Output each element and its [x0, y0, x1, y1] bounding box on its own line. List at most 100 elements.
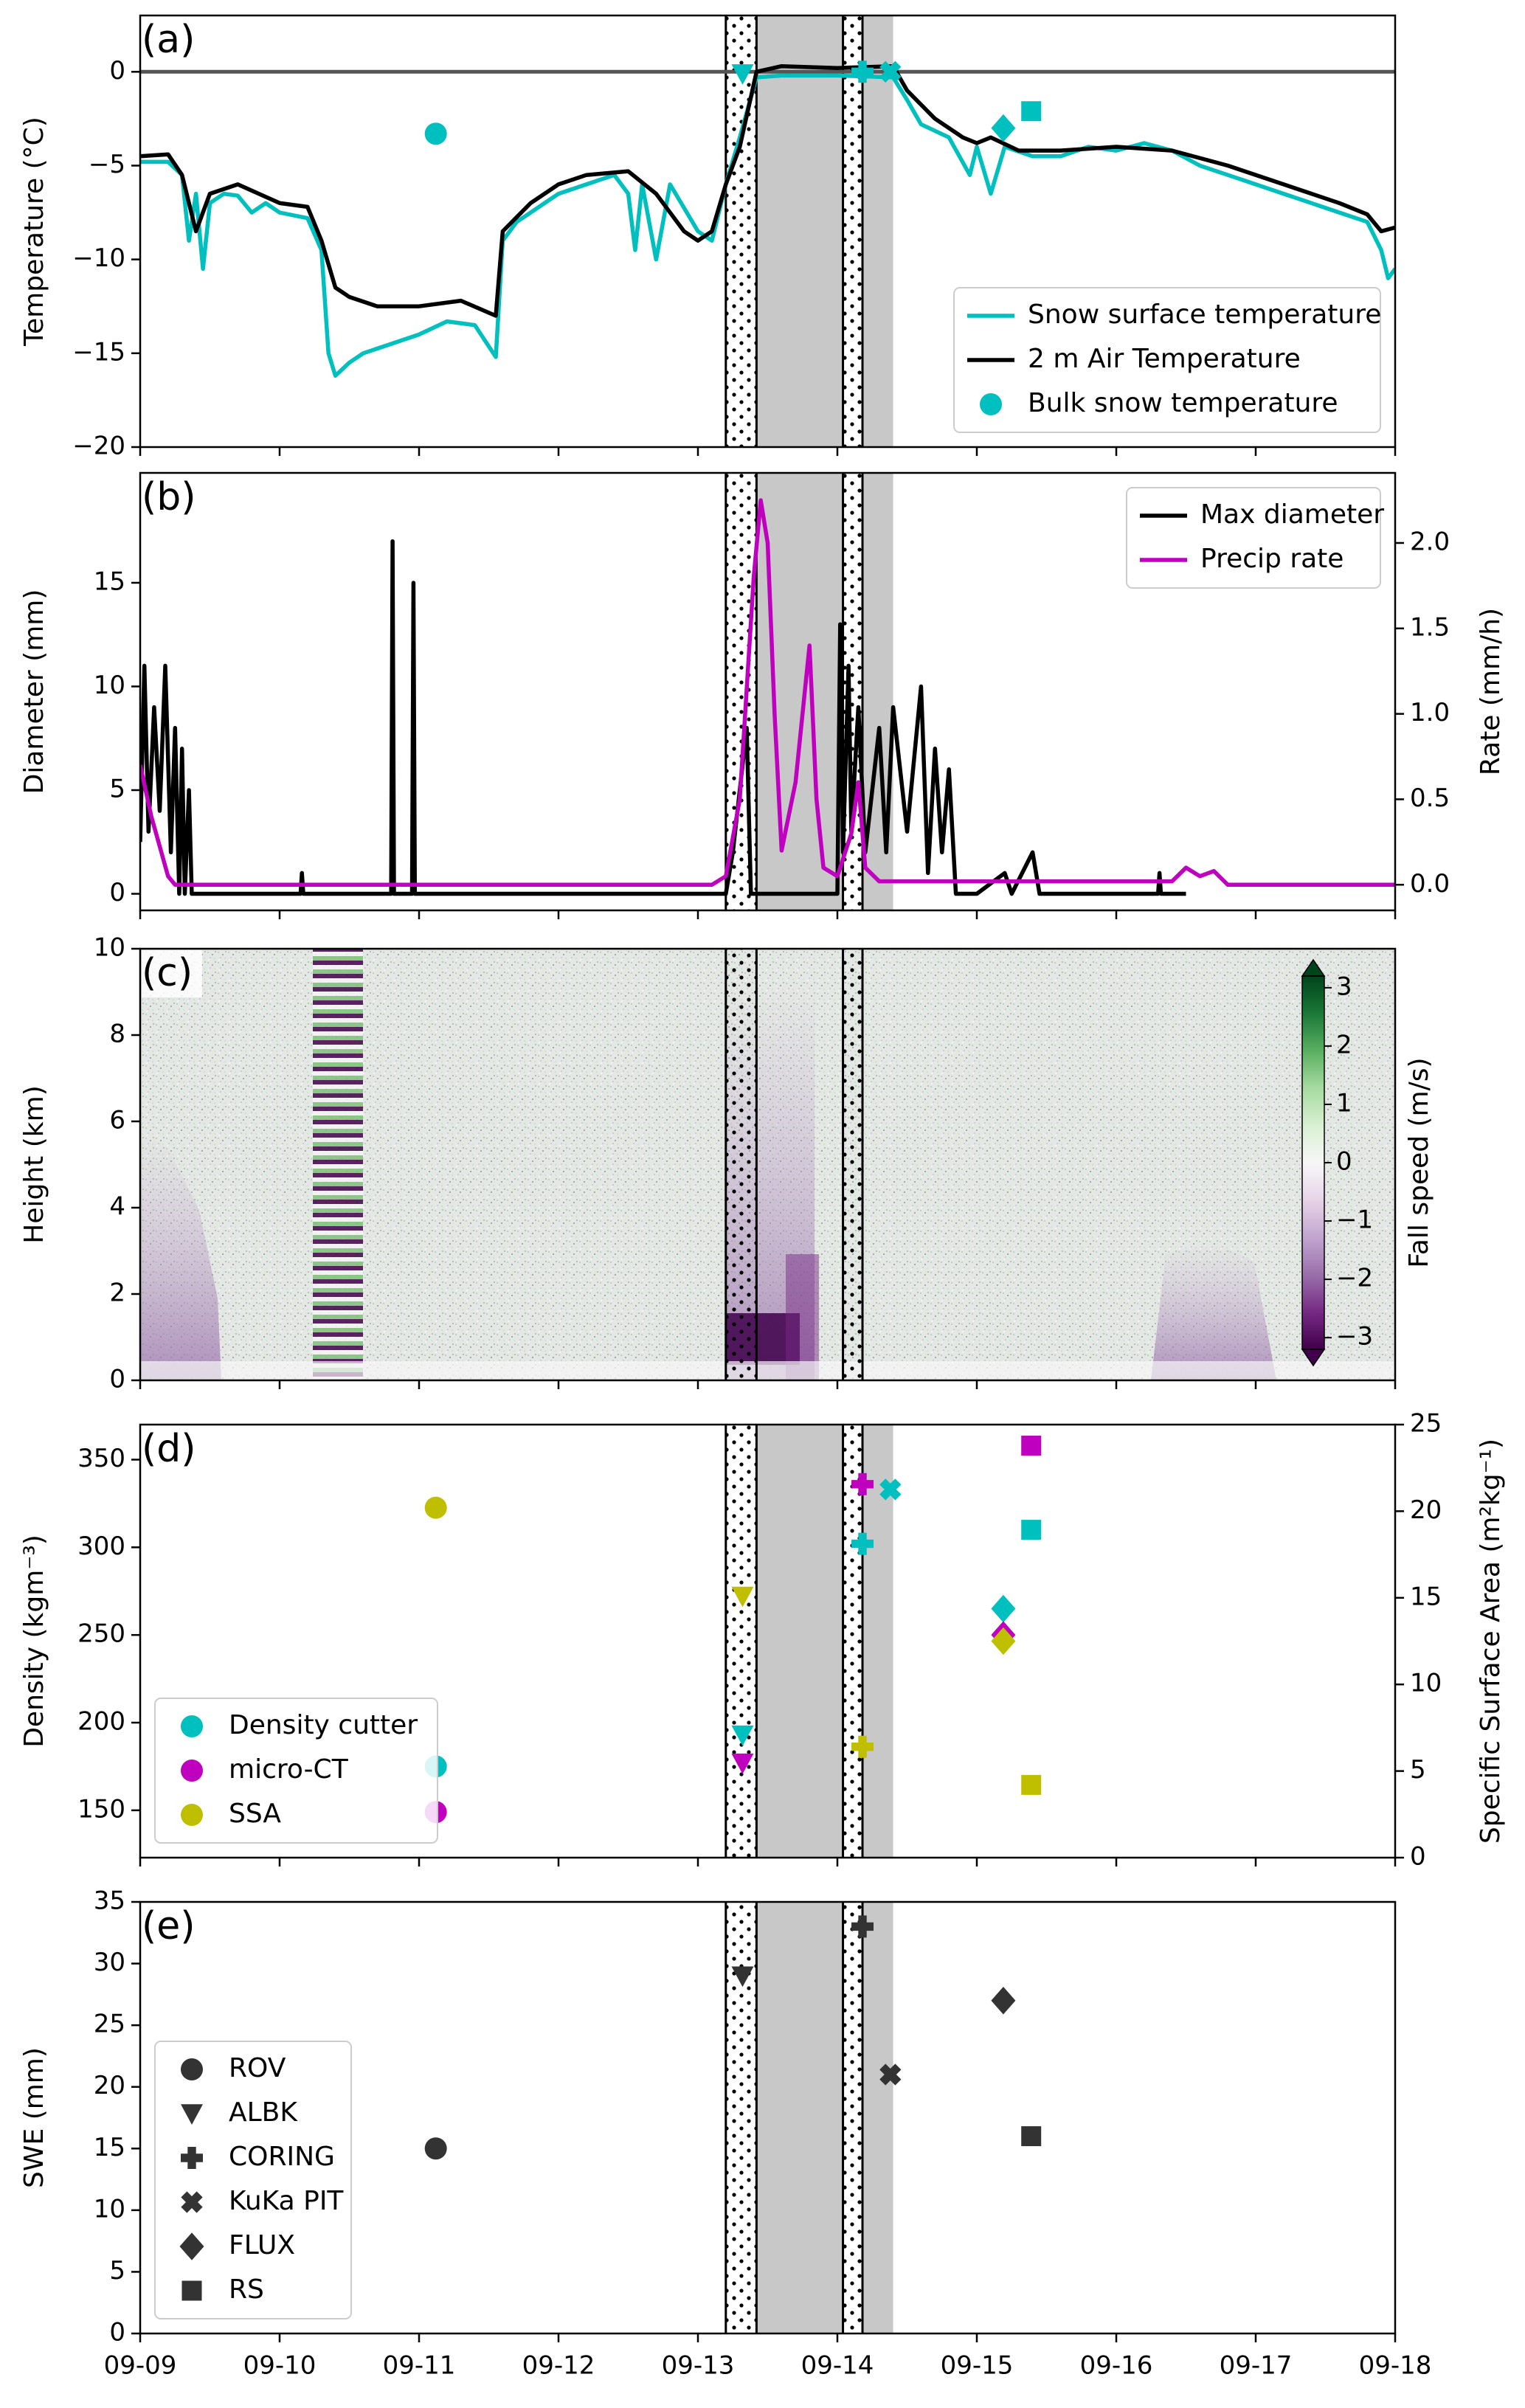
x-tick-label: 09-14 — [801, 2351, 874, 2381]
y2-tick-label: 2.0 — [1410, 527, 1450, 556]
y-tick-label: 8 — [109, 1020, 125, 1049]
y-tick-label: 350 — [77, 1444, 125, 1473]
data-line — [140, 539, 1186, 896]
y-tick-label: 250 — [77, 1619, 125, 1649]
y2-axis-label: Rate (mm/h) — [1476, 608, 1506, 775]
x-tick-label: 09-17 — [1220, 2351, 1293, 2381]
plot-area — [424, 1425, 1042, 1858]
panel-label-bg — [142, 474, 202, 522]
data-line — [140, 73, 1395, 378]
marker — [980, 393, 1002, 415]
marker — [991, 114, 1016, 142]
panel-label-bg — [142, 17, 202, 64]
y-tick-label: 10 — [94, 2194, 125, 2224]
y-tick-label: 15 — [94, 567, 125, 596]
y-tick-label: 25 — [94, 2010, 125, 2039]
y2-tick-label: 15 — [1410, 1582, 1442, 1611]
marker — [1021, 1520, 1042, 1540]
marker — [851, 1735, 874, 1758]
marker — [851, 1473, 874, 1495]
marker — [1021, 1436, 1042, 1456]
legend-label: ROV — [229, 2053, 286, 2083]
axes-frame — [139, 14, 1397, 449]
y2-tick-label: 25 — [1410, 1409, 1442, 1439]
dotted-span — [725, 949, 757, 1380]
y2-tick-label: 5 — [1410, 1755, 1426, 1785]
marker — [181, 2104, 203, 2125]
panel-label: (d) — [142, 1427, 196, 1471]
marker — [179, 2232, 204, 2260]
y2-tick-label: 0.0 — [1410, 869, 1450, 899]
y-tick-label: 0 — [109, 1365, 125, 1394]
colorbar-tick-label: 1 — [1336, 1088, 1352, 1118]
x-tick-label: 09-12 — [522, 2351, 595, 2381]
legend-label: SSA — [229, 1799, 281, 1829]
y-tick-label: 0 — [109, 2318, 125, 2348]
radar-image — [140, 949, 1395, 1380]
shaded-span — [756, 1902, 893, 2333]
y-axis-label: Temperature (°C) — [19, 117, 49, 347]
y-axis-label: Height (km) — [19, 1085, 49, 1243]
marker — [851, 1532, 874, 1555]
marker — [424, 1496, 447, 1519]
legend-box — [953, 287, 1381, 433]
dotted-span — [843, 15, 863, 447]
y-tick-label: 300 — [77, 1532, 125, 1561]
dotted-span — [725, 1425, 757, 1858]
y2-tick-label: 20 — [1410, 1495, 1442, 1525]
y-tick-label: 5 — [109, 774, 125, 803]
marker — [181, 1715, 203, 1737]
x-tick-label: 09-16 — [1080, 2351, 1153, 2381]
panel-label: (c) — [142, 951, 193, 995]
colorbar-tick-label: 2 — [1336, 1030, 1352, 1059]
legend-box — [154, 1698, 438, 1844]
legend-box — [1126, 487, 1381, 589]
axes-frame — [139, 471, 1397, 912]
y2-tick-label: 1.5 — [1410, 612, 1450, 642]
y-tick-label: −20 — [72, 432, 125, 461]
y-tick-label: 30 — [94, 1948, 125, 1977]
data-line — [140, 498, 1395, 888]
y2-axis-label: Specific Surface Area (m²kg⁻¹) — [1476, 1439, 1506, 1844]
dotted-span — [843, 1425, 863, 1858]
y-tick-label: −5 — [89, 150, 125, 179]
y-tick-label: −15 — [72, 337, 125, 367]
y2-tick-label: 1.0 — [1410, 698, 1450, 727]
legend-label: micro-CT — [229, 1754, 349, 1785]
y-tick-label: 4 — [109, 1192, 125, 1222]
plot-area — [424, 1902, 1042, 2333]
dotted-span — [843, 1902, 863, 2333]
x-tick-label: 09-09 — [104, 2351, 177, 2381]
marker — [424, 122, 447, 145]
y-tick-label: 0 — [109, 878, 125, 907]
colorbar-tick-label: −2 — [1336, 1264, 1373, 1293]
y-tick-label: 20 — [94, 2071, 125, 2100]
x-tick-label: 09-11 — [383, 2351, 456, 2381]
plot-area — [140, 473, 1395, 910]
marker — [851, 1915, 874, 1938]
marker — [1021, 1774, 1042, 1795]
shaded-span — [756, 15, 893, 447]
y-axis-label: SWE (mm) — [19, 2047, 49, 2188]
marker — [879, 1478, 902, 1501]
y-tick-label: 5 — [109, 2256, 125, 2286]
plot-area — [725, 949, 864, 1380]
legend-label: Bulk snow temperature — [1028, 388, 1338, 418]
panel-label-bg — [142, 1426, 202, 1473]
legend-label: Density cutter — [229, 1710, 418, 1740]
radar-surface — [140, 1361, 1395, 1380]
marker — [1021, 101, 1042, 122]
marker — [181, 2191, 203, 2213]
y-tick-label: 2 — [109, 1279, 125, 1308]
marker — [991, 1986, 1016, 2015]
panel-label: (b) — [142, 475, 196, 519]
marker — [181, 1760, 203, 1782]
legend-label: Snow surface temperature — [1028, 300, 1381, 330]
panel-label-bg — [142, 1903, 202, 1951]
marker — [991, 1594, 1016, 1623]
axes-frame — [139, 947, 1397, 1382]
x-tick-label: 09-10 — [243, 2351, 317, 2381]
panel-label: (e) — [142, 1904, 196, 1948]
legend-label: Max diameter — [1200, 499, 1384, 530]
y-tick-label: 10 — [94, 933, 125, 963]
